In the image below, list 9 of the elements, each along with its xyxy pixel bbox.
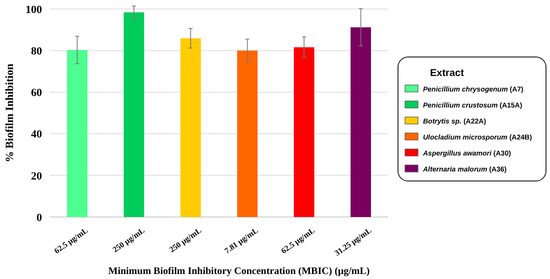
legend-title: Extract [430, 68, 465, 79]
y-tick-label: 60 [31, 87, 42, 100]
y-tick-label: 80 [31, 45, 42, 58]
y-tick-label: 20 [31, 170, 42, 182]
y-tick-label: 0 [36, 212, 42, 224]
y-tick-label: 40 [31, 128, 42, 141]
x-axis-title: Minimum Biofilm Inhibitory Concentration (MBIC) (μg/mL) [108, 266, 370, 277]
y-tick-label: 100 [26, 4, 42, 16]
y-axis-title: % Biofilm Inhibition [4, 64, 16, 162]
